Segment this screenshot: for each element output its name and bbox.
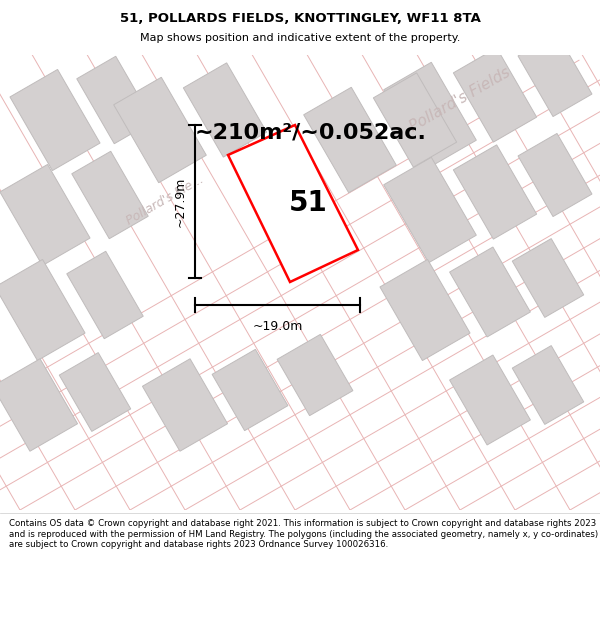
Polygon shape — [67, 251, 143, 339]
Polygon shape — [518, 134, 592, 216]
Polygon shape — [10, 69, 100, 171]
Text: ~210m²/~0.052ac.: ~210m²/~0.052ac. — [195, 122, 427, 142]
Polygon shape — [0, 259, 85, 361]
Polygon shape — [512, 346, 584, 424]
Text: Contains OS data © Crown copyright and database right 2021. This information is : Contains OS data © Crown copyright and d… — [9, 519, 598, 549]
Text: ~19.0m: ~19.0m — [253, 320, 302, 333]
Polygon shape — [304, 88, 397, 192]
Polygon shape — [77, 56, 153, 144]
Polygon shape — [0, 359, 77, 451]
Text: ~27.9m: ~27.9m — [174, 176, 187, 227]
Polygon shape — [212, 349, 288, 431]
Polygon shape — [512, 239, 584, 318]
Polygon shape — [383, 62, 476, 168]
Polygon shape — [0, 164, 90, 266]
Polygon shape — [142, 359, 227, 451]
Text: Pollard's Fields: Pollard's Fields — [407, 65, 513, 135]
Polygon shape — [184, 63, 266, 157]
Text: 51: 51 — [289, 189, 327, 217]
Text: 51, POLLARDS FIELDS, KNOTTINGLEY, WF11 8TA: 51, POLLARDS FIELDS, KNOTTINGLEY, WF11 8… — [119, 12, 481, 25]
Polygon shape — [228, 125, 358, 282]
Polygon shape — [449, 355, 530, 445]
Polygon shape — [518, 34, 592, 116]
Polygon shape — [72, 151, 148, 239]
Polygon shape — [113, 78, 206, 182]
Text: Map shows position and indicative extent of the property.: Map shows position and indicative extent… — [140, 33, 460, 43]
Polygon shape — [449, 247, 530, 337]
Polygon shape — [373, 73, 457, 167]
Polygon shape — [454, 48, 536, 142]
Polygon shape — [59, 352, 131, 431]
Polygon shape — [380, 259, 470, 361]
Polygon shape — [383, 158, 476, 262]
Polygon shape — [454, 145, 536, 239]
Polygon shape — [277, 334, 353, 416]
Text: Pollard's Fie...: Pollard's Fie... — [124, 173, 206, 228]
